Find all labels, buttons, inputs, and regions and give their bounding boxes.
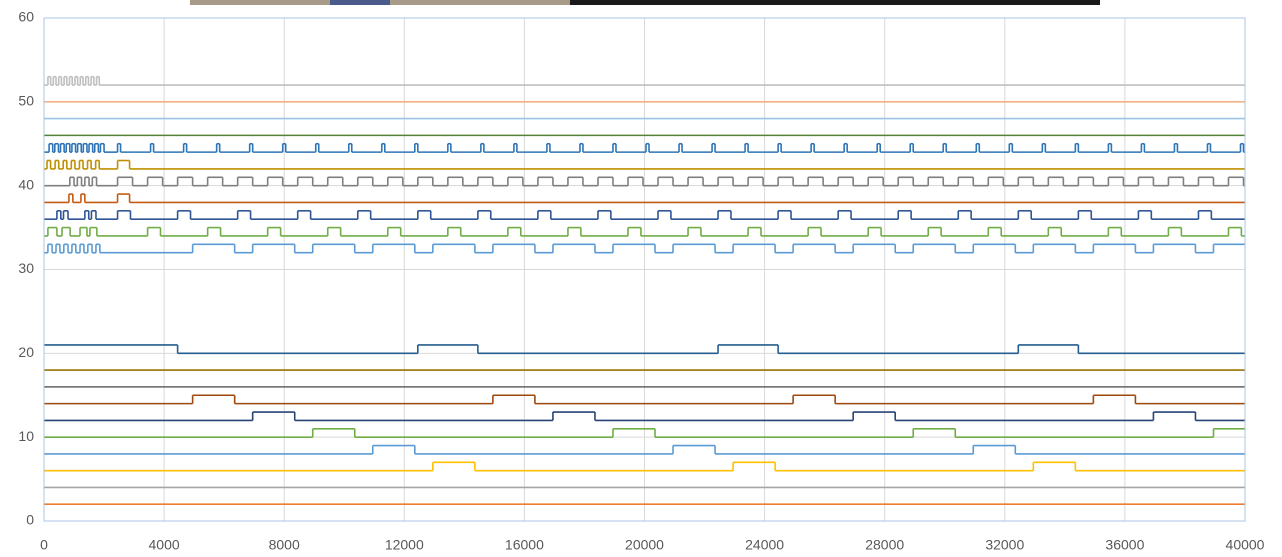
y-tick-label: 20 [18,344,34,360]
x-tick-label: 28000 [865,537,904,553]
page: {"chart_data": {"type": "line", "step": … [0,0,1282,557]
x-tick-label: 32000 [985,537,1024,553]
x-tick-label: 8000 [269,537,300,553]
y-tick-label: 0 [26,512,34,528]
grid [44,18,1245,521]
chart: 0 10 20 30 40 50 60 0 4000 8000 12000 16000 20000 240… [0,0,1282,557]
x-tick-label: 20000 [625,537,664,553]
y-tick-label: 40 [18,176,34,192]
x-tick-label: 12000 [385,537,424,553]
y-tick-label: 10 [18,428,34,444]
y-tick-label: 30 [18,260,34,276]
y-tick-label: 50 [18,93,34,109]
y-tick-label: 60 [18,9,34,25]
photo-strip-accent [330,0,390,5]
x-tick-label: 24000 [745,537,784,553]
x-tick-label: 0 [40,537,48,553]
x-tick-label: 4000 [149,537,180,553]
photo-strip [190,0,1100,5]
x-tick-label: 16000 [505,537,544,553]
x-tick-label: 40000 [1226,537,1265,553]
x-tick-label: 36000 [1105,537,1144,553]
